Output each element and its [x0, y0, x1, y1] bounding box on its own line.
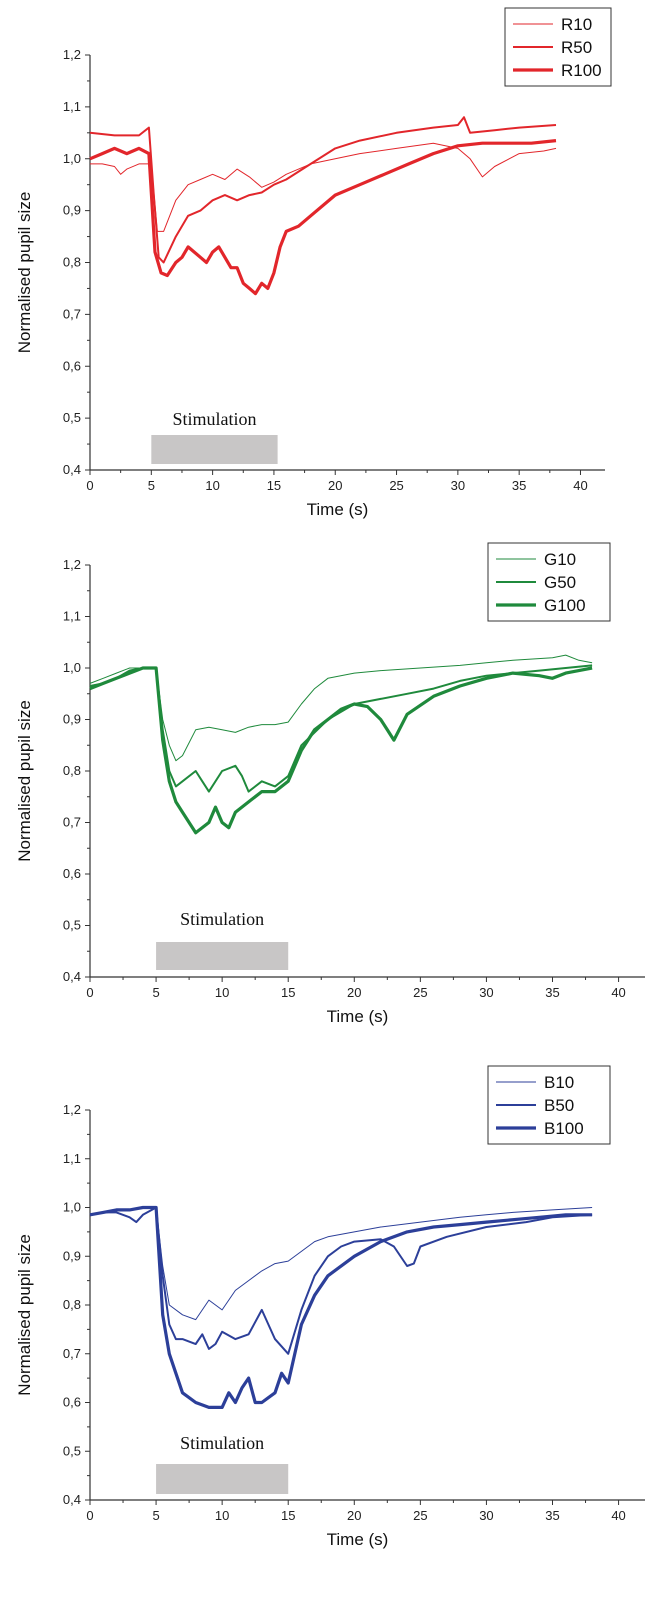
y-axis-title: Normalised pupil size — [15, 192, 34, 354]
x-tick-label: 25 — [413, 985, 427, 1000]
chart-panel-green: Stimulation 0,4 0,5 0,6 0,7 0,8 0,9 1,0 1,1 1,2 0 5… — [0, 535, 657, 1060]
y-tick-label: 0,9 — [63, 1248, 81, 1263]
x-tick-label: 40 — [611, 985, 625, 1000]
y-tick-label: 0,8 — [63, 763, 81, 778]
chart-red: Stimulation 0,4 0,5 0,6 0,7 0,8 0,9 1,0 1,1 1,2 0 5… — [15, 7, 612, 519]
y-tick-label: 0,9 — [63, 712, 81, 727]
y-tick-label: 0,5 — [63, 918, 81, 933]
stimulation-label: Stimulation — [180, 1433, 264, 1453]
x-tick-label: 35 — [545, 985, 559, 1000]
y-axis-title: Normalised pupil size — [15, 700, 34, 862]
y-tick-label: 1,0 — [63, 1200, 81, 1215]
y-tick-label: 0,4 — [63, 969, 81, 984]
y-tick-label: 1,0 — [63, 660, 81, 675]
y-tick-label: 1,2 — [63, 557, 81, 572]
chart-panel-blue: Stimulation 0,4 0,5 0,6 0,7 0,8 0,9 1,0 1,1 1,2 0 5… — [0, 1060, 657, 1604]
chart-blue: Stimulation 0,4 0,5 0,6 0,7 0,8 0,9 1,0 1,1 1,2 0 5… — [15, 1065, 645, 1549]
x-axis-title: Time (s) — [327, 1530, 389, 1549]
y-tick-label: 0,7 — [63, 815, 81, 830]
y-tick-label: 0,8 — [63, 1297, 81, 1312]
x-tick-label: 40 — [611, 1508, 625, 1523]
y-tick-label: 0,7 — [63, 1346, 81, 1361]
x-tick-label: 30 — [451, 478, 465, 493]
y-tick-label: 1,2 — [63, 47, 81, 62]
legend-label-g100: G100 — [544, 596, 586, 615]
y-axis-title: Normalised pupil size — [15, 1234, 34, 1396]
series-line-r100 — [89, 139, 557, 296]
legend-label-b100: B100 — [544, 1119, 584, 1138]
x-tick-label: 5 — [152, 1508, 159, 1523]
x-tick-label: 30 — [479, 1508, 493, 1523]
x-tick-label: 10 — [215, 985, 229, 1000]
y-tick-label: 1,1 — [63, 1151, 81, 1166]
y-tick-label: 0,6 — [63, 358, 81, 373]
x-tick-label: 35 — [545, 1508, 559, 1523]
chart-green: Stimulation 0,4 0,5 0,6 0,7 0,8 0,9 1,0 1,1 1,2 0 5… — [15, 542, 645, 1026]
y-tick-label: 0,5 — [63, 1443, 81, 1458]
y-tick-label: 0,8 — [63, 255, 81, 270]
x-tick-label: 10 — [205, 478, 219, 493]
legend-label-r10: R10 — [561, 15, 592, 34]
legend-label-g50: G50 — [544, 573, 576, 592]
x-tick-label: 0 — [86, 985, 93, 1000]
y-tick-label: 0,6 — [63, 866, 81, 881]
x-tick-label: 40 — [573, 478, 587, 493]
y-tick-label: 0,5 — [63, 410, 81, 425]
y-tick-label: 0,4 — [63, 462, 81, 477]
x-axis-title: Time (s) — [307, 500, 369, 519]
x-axis-title: Time (s) — [327, 1007, 389, 1026]
legend-label-r50: R50 — [561, 38, 592, 57]
x-tick-label: 15 — [267, 478, 281, 493]
x-tick-label: 0 — [86, 1508, 93, 1523]
y-tick-label: 1,2 — [63, 1102, 81, 1117]
y-tick-label: 0,9 — [63, 203, 81, 218]
stimulation-bar — [156, 1464, 289, 1494]
x-tick-label: 20 — [347, 985, 361, 1000]
x-tick-label: 0 — [86, 478, 93, 493]
y-tick-label: 1,1 — [63, 99, 81, 114]
y-tick-label: 0,7 — [63, 306, 81, 321]
stimulation-label: Stimulation — [172, 409, 256, 429]
x-tick-label: 15 — [281, 985, 295, 1000]
y-tick-label: 1,1 — [63, 609, 81, 624]
series-line-r10 — [90, 142, 557, 232]
y-tick-label: 1,0 — [63, 151, 81, 166]
x-tick-label: 5 — [148, 478, 155, 493]
series-line-b100 — [89, 1205, 593, 1409]
legend-label-b50: B50 — [544, 1096, 574, 1115]
stimulation-bar — [156, 942, 289, 970]
x-tick-label: 15 — [281, 1508, 295, 1523]
legend-label-r100: R100 — [561, 61, 602, 80]
series-line-g100 — [89, 666, 593, 835]
series-line-b10 — [89, 1207, 593, 1321]
x-tick-label: 30 — [479, 985, 493, 1000]
stimulation-bar — [151, 435, 278, 464]
y-tick-label: 0,6 — [63, 1395, 81, 1410]
x-tick-label: 25 — [413, 1508, 427, 1523]
x-tick-label: 10 — [215, 1508, 229, 1523]
series-line-r50 — [89, 116, 557, 264]
legend-label-g10: G10 — [544, 550, 576, 569]
y-tick-label: 0,4 — [63, 1492, 81, 1507]
x-tick-label: 25 — [389, 478, 403, 493]
x-tick-label: 5 — [152, 985, 159, 1000]
x-tick-label: 20 — [347, 1508, 361, 1523]
stimulation-label: Stimulation — [180, 909, 264, 929]
x-tick-label: 20 — [328, 478, 342, 493]
x-tick-label: 35 — [512, 478, 526, 493]
chart-panel-red: Stimulation 0,4 0,5 0,6 0,7 0,8 0,9 1,0 1,1 1,2 0 5… — [0, 0, 657, 535]
legend-label-b10: B10 — [544, 1073, 574, 1092]
